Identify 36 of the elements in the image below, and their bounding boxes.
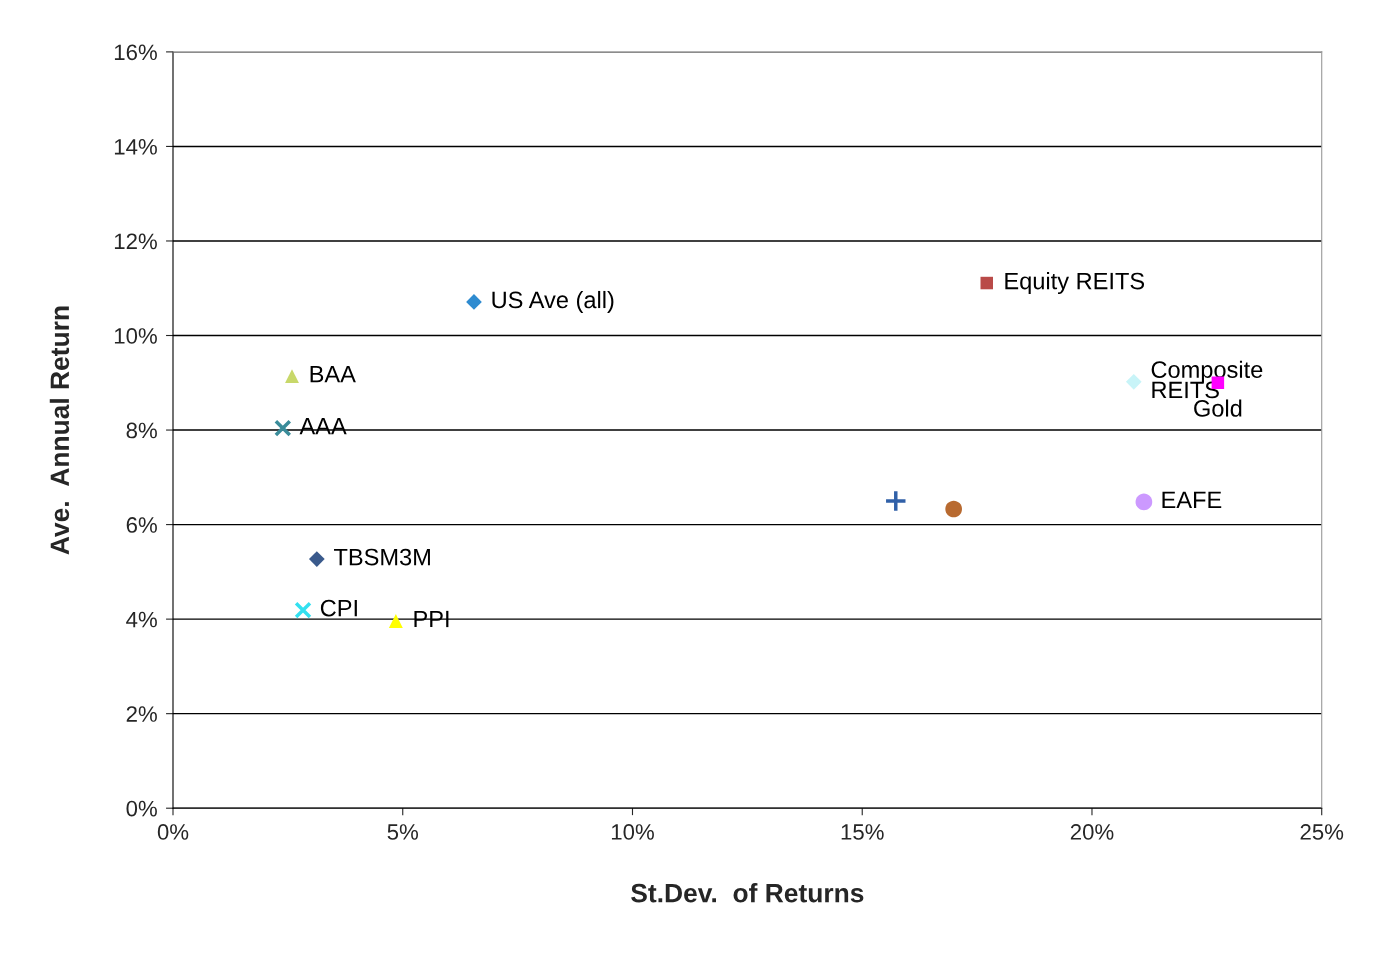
x-axis-title: St.Dev. of Returns: [631, 883, 864, 903]
point: [1135, 493, 1153, 511]
y-tick-label: 14%: [114, 139, 157, 155]
x-tick-label: 5%: [387, 824, 419, 840]
point: [980, 276, 993, 290]
x-tick-label: 20%: [1070, 824, 1114, 840]
point: [274, 419, 292, 437]
x-tick-label: 15%: [841, 824, 884, 840]
series-label: Gold: [1194, 399, 1242, 417]
x-tick-label: 0%: [157, 824, 189, 840]
series-label: CPI: [320, 599, 357, 617]
series-label: BAA: [310, 366, 356, 383]
point: [945, 500, 962, 518]
point: [1125, 373, 1142, 390]
series-label: Equity REITS: [1005, 272, 1145, 295]
y-tick-label: 10%: [114, 328, 157, 344]
point: [388, 614, 403, 628]
y-tick-label: 6%: [126, 517, 157, 533]
y-tick-label: 2%: [126, 706, 157, 722]
series-label: EAFE: [1162, 491, 1222, 508]
y-tick-label: 16%: [114, 44, 157, 61]
point: [466, 294, 482, 310]
point: [884, 489, 908, 513]
y-axis-title: Ave. Annual Return: [49, 306, 70, 555]
x-tick-label: 10%: [611, 824, 654, 840]
y-tick-label: 12%: [114, 233, 157, 250]
series-label: TBSM3M: [334, 548, 430, 566]
y-tick-label: 0%: [126, 800, 157, 817]
y-tick-label: 8%: [126, 422, 157, 439]
point: [294, 601, 312, 619]
series-label: US Ave (all): [492, 290, 614, 313]
point: [285, 369, 299, 384]
series-label: Composite REITS: [1151, 360, 1263, 399]
y-tick-label: 4%: [126, 611, 157, 628]
point: [308, 551, 325, 567]
x-tick-label: 25%: [1300, 824, 1344, 840]
